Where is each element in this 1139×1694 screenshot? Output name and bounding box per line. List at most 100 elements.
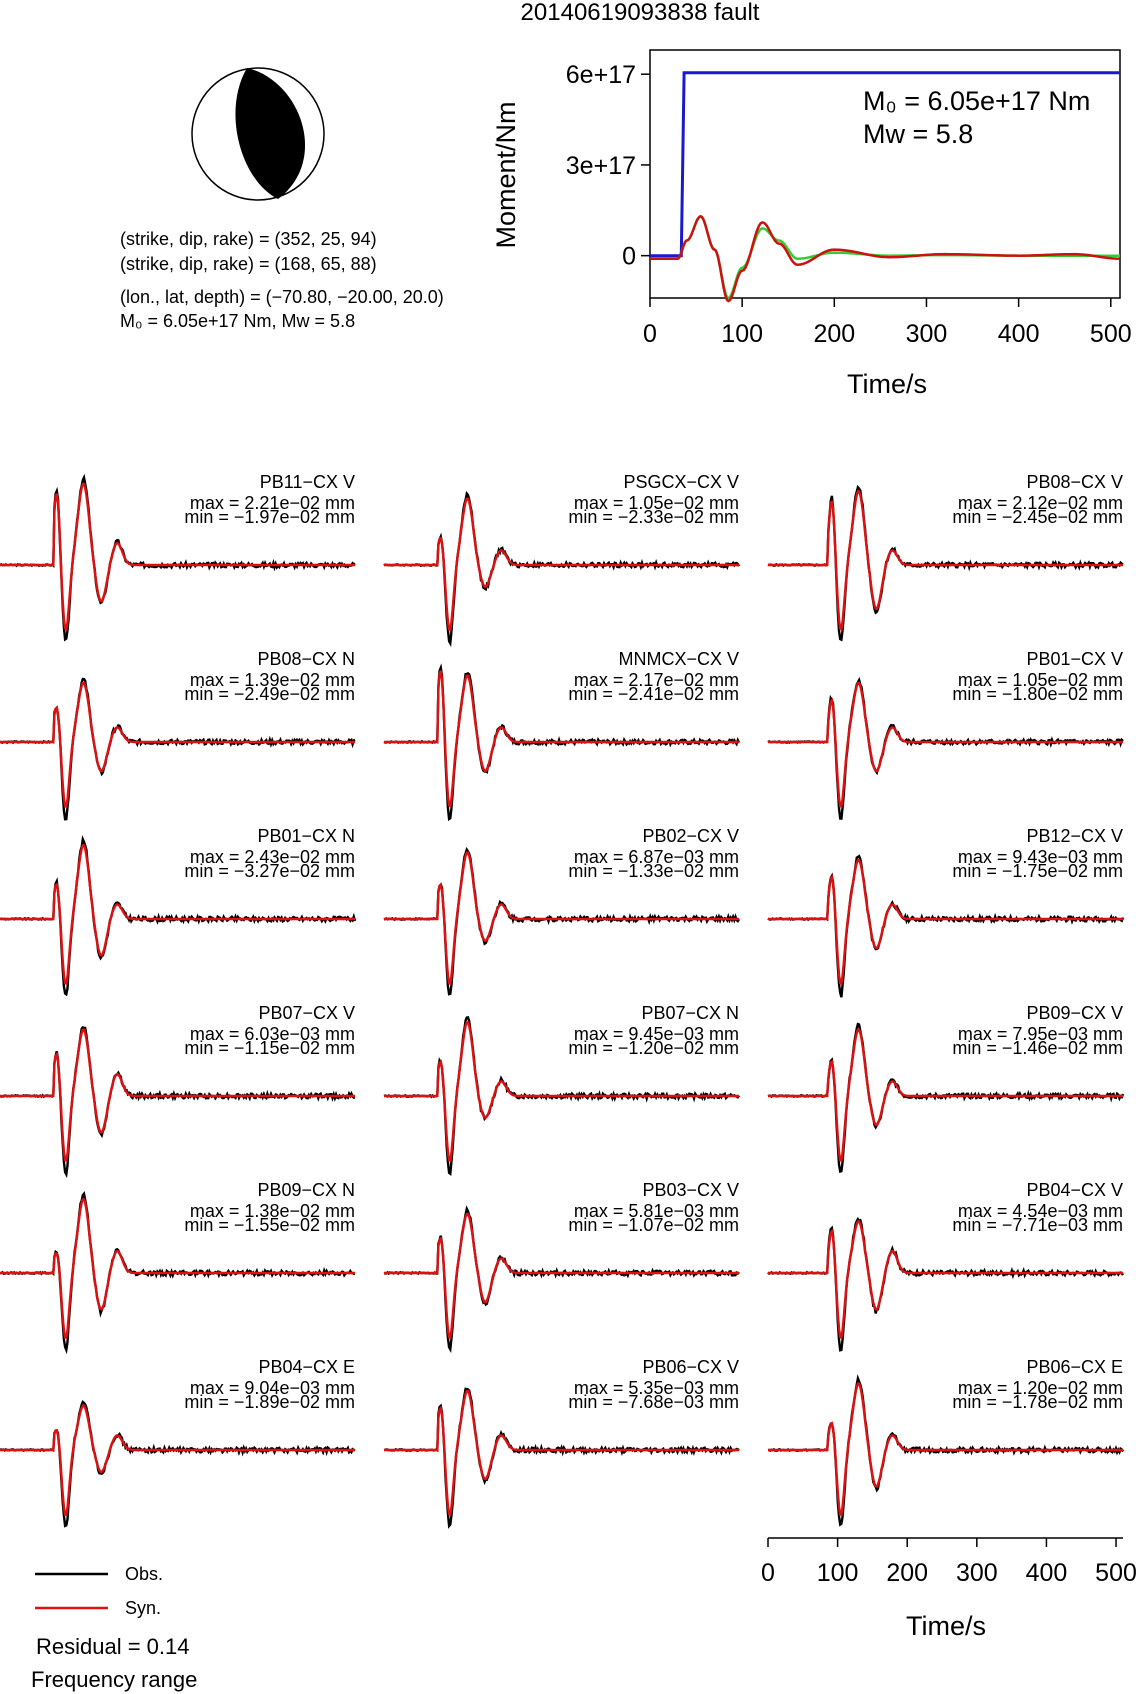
station-max: max = 5.81e−03 mm — [574, 1201, 739, 1221]
waveform-xtick-label: 0 — [761, 1559, 775, 1587]
synthetic-trace — [384, 1389, 739, 1517]
synthetic-trace — [0, 1028, 355, 1163]
station-min: min = −7.71e−03 mm — [952, 1215, 1123, 1235]
stf-ylabel: Moment/Nm — [491, 101, 521, 248]
station-min: min = −1.80e−02 mm — [952, 684, 1123, 704]
stf-xtick-label: 400 — [998, 320, 1040, 348]
station-name: PB04−CX V — [1026, 1180, 1123, 1200]
stf-moment-series — [650, 71, 1120, 258]
station-max: max = 9.04e−03 mm — [190, 1378, 355, 1398]
stf-frame — [649, 49, 1121, 299]
station-min: min = −2.49e−02 mm — [184, 684, 355, 704]
synthetic-trace — [0, 681, 355, 809]
waveform-xtick-label: 200 — [886, 1559, 928, 1587]
plane1-text: (strike, dip, rake) = (352, 25, 94) — [120, 229, 377, 249]
synthetic-trace — [768, 1220, 1123, 1340]
station-min: min = −1.46e−02 mm — [952, 1038, 1123, 1058]
station-max: max = 2.43e−02 mm — [190, 847, 355, 867]
station-min: min = −1.20e−02 mm — [568, 1038, 739, 1058]
station-max: max = 2.17e−02 mm — [574, 670, 739, 690]
station-min: min = −1.75e−02 mm — [952, 861, 1123, 881]
station-min: min = −1.15e−02 mm — [184, 1038, 355, 1058]
station-min: min = −1.78e−02 mm — [952, 1392, 1123, 1412]
synthetic-trace — [768, 1382, 1123, 1516]
observed-trace — [0, 1400, 356, 1528]
stf-xlabel: Time/s — [847, 369, 927, 399]
waveform-xtick-label: 300 — [956, 1559, 998, 1587]
station-max: max = 2.21e−02 mm — [190, 493, 355, 513]
synthetic-trace — [768, 490, 1123, 632]
station-max: max = 1.38e−02 mm — [190, 1201, 355, 1221]
residual-text: Residual = 0.14 — [36, 1634, 190, 1659]
station-min: min = −1.89e−02 mm — [184, 1392, 355, 1412]
stf-xtick-label: 100 — [721, 320, 763, 348]
stf-ytick-label: 6e+17 — [566, 61, 636, 89]
station-name: PB03−CX V — [642, 1180, 739, 1200]
station-min: min = −1.33e−02 mm — [568, 861, 739, 881]
station-max: max = 1.05e−02 mm — [958, 670, 1123, 690]
station-min: min = −1.97e−02 mm — [184, 507, 355, 527]
station-name: PB09−CX N — [257, 1180, 355, 1200]
waveform-xtick-label: 100 — [817, 1559, 859, 1587]
station-min: min = −3.27e−02 mm — [184, 861, 355, 881]
station-max: max = 7.95e−03 mm — [958, 1024, 1123, 1044]
station-name: PB11−CX V — [260, 472, 355, 492]
waveform-xtick-label: 500 — [1095, 1559, 1137, 1587]
station-name: PB04−CX E — [258, 1357, 355, 1377]
waveform-xlabel: Time/s — [906, 1611, 986, 1641]
station-max: max = 4.54e−03 mm — [958, 1201, 1123, 1221]
station-min: min = −7.68e−03 mm — [568, 1392, 739, 1412]
station-name: PB01−CX N — [257, 826, 355, 846]
synthetic-trace — [768, 858, 1123, 986]
station-max: max = 2.12e−02 mm — [958, 493, 1123, 513]
station-max: max = 1.39e−02 mm — [190, 670, 355, 690]
synthetic-trace — [768, 681, 1123, 809]
synthetic-trace — [0, 482, 355, 632]
synthetic-trace — [384, 497, 739, 631]
station-name: PB08−CX V — [1026, 472, 1123, 492]
synthetic-trace — [384, 1021, 739, 1162]
stf-m0-label: M₀ = 6.05e+17 Nm — [863, 86, 1090, 116]
legend-obs-label: Obs. — [125, 1564, 163, 1584]
legend-syn-label: Syn. — [125, 1598, 161, 1618]
observed-trace — [767, 1216, 1124, 1352]
stf-xtick-label: 200 — [813, 320, 855, 348]
plane2-text: (strike, dip, rake) = (168, 65, 88) — [120, 254, 377, 274]
station-name: PB09−CX V — [1026, 1003, 1123, 1023]
stf-red-series — [650, 214, 1121, 303]
waveform-xtick-label: 400 — [1026, 1559, 1068, 1587]
station-name: PB02−CX V — [642, 826, 739, 846]
stf-xtick-label: 0 — [643, 320, 657, 348]
station-max: max = 1.20e−02 mm — [958, 1378, 1123, 1398]
frequency-range-text: Frequency range — [31, 1667, 197, 1692]
synthetic-trace — [0, 1404, 355, 1517]
station-max: max = 9.43e−03 mm — [958, 847, 1123, 867]
stf-xtick-label: 500 — [1090, 320, 1132, 348]
stf-ytick-label: 3e+17 — [566, 152, 636, 180]
stf-xtick-label: 300 — [906, 320, 948, 348]
station-name: MNMCX−CX V — [618, 649, 739, 669]
source-time-function-plot: 6e+17 3e+17 0 0 100 200 300 400 500 M₀ = 6.05e+1… — [491, 49, 1132, 399]
synthetic-trace — [768, 1028, 1123, 1163]
station-max: max = 6.03e−03 mm — [190, 1024, 355, 1044]
station-max: max = 5.35e−03 mm — [574, 1378, 739, 1398]
station-min: min = −2.33e−02 mm — [568, 507, 739, 527]
station-name: PB12−CX V — [1026, 826, 1123, 846]
synthetic-trace — [384, 851, 739, 986]
